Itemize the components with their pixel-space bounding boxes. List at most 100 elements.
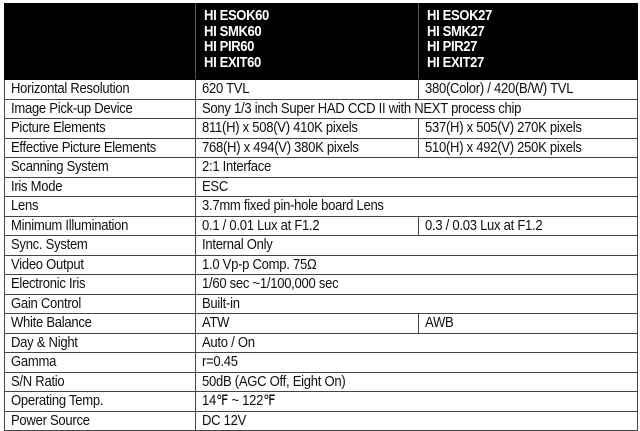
spec-value: 14℉ ~ 122℉ xyxy=(195,391,638,412)
spec-label-text: Gamma xyxy=(11,354,57,371)
spec-value: Auto / On xyxy=(195,332,638,353)
spec-value-text: r=0.45 xyxy=(202,354,238,371)
spec-value-60: ATW xyxy=(195,313,419,334)
spec-label-text: Iris Mode xyxy=(11,178,63,195)
spec-label: Minimum Illumination xyxy=(4,215,196,236)
spec-value-text: 1/60 sec ~1/100,000 sec xyxy=(202,276,339,293)
model-name: HI EXIT27 xyxy=(427,54,484,71)
header-row: HI ESOK60 HI SMK60 HI PIR60 HI EXIT60 HI… xyxy=(4,3,638,80)
spec-label: Operating Temp. xyxy=(4,391,196,412)
table-row: Image Pick-up Device Sony 1/3 inch Super … xyxy=(4,98,638,119)
spec-label: Electronic Iris xyxy=(4,274,196,295)
spec-value-60: 811(H) x 508(V) 410K pixels xyxy=(195,118,419,139)
spec-value-text: 1.0 Vp-p Comp. 75Ω xyxy=(202,256,317,273)
spec-value-60: 768(H) x 494(V) 380K pixels xyxy=(195,137,419,158)
spec-value: 1/60 sec ~1/100,000 sec xyxy=(195,274,638,295)
spec-value: 3.7mm fixed pin-hole board Lens xyxy=(195,196,638,217)
spec-label-text: Power Source xyxy=(11,412,90,429)
spec-value: 1.0 Vp-p Comp. 75Ω xyxy=(195,254,638,275)
spec-value-27-text: 380(Color) / 420(B/W) TVL xyxy=(425,81,574,98)
header-blank xyxy=(4,3,196,80)
table-row: Operating Temp. 14℉ ~ 122℉ xyxy=(4,391,638,412)
spec-value: Built-in xyxy=(195,293,638,314)
spec-label: Image Pick-up Device xyxy=(4,98,196,119)
spec-value-60: 620 TVL xyxy=(195,79,419,100)
spec-label-text: Electronic Iris xyxy=(11,276,86,293)
spec-label: Day & Night xyxy=(4,332,196,353)
spec-value-27-text: AWB xyxy=(425,315,454,332)
spec-value: DC 12V xyxy=(195,410,638,431)
spec-value-text: Auto / On xyxy=(202,334,255,351)
table-row: Effective Picture Elements 768(H) x 494(V… xyxy=(4,137,638,158)
spec-value: 2:1 Interface xyxy=(195,157,638,178)
spec-value-text: 50dB (AGC Off, Eight On) xyxy=(202,373,346,390)
table-row: Iris Mode ESC xyxy=(4,176,638,197)
spec-value-text: 3.7mm fixed pin-hole board Lens xyxy=(202,198,384,215)
model-name: HI ESOK60 xyxy=(204,8,269,24)
spec-value-27-text: 0.3 / 0.03 Lux at F1.2 xyxy=(425,217,543,234)
header-models-27: HI ESOK27 HI SMK27 HI PIR27 HI EXIT27 xyxy=(418,3,638,80)
spec-label-text: Minimum Illumination xyxy=(11,217,129,234)
model-name: HI PIR60 xyxy=(204,39,255,55)
spec-label-text: Day & Night xyxy=(11,334,78,351)
spec-label-text: Video Output xyxy=(11,256,84,273)
spec-value-60-text: 0.1 / 0.01 Lux at F1.2 xyxy=(202,217,320,234)
spec-label: Video Output xyxy=(4,254,196,275)
spec-value-27: 380(Color) / 420(B/W) TVL xyxy=(418,79,638,100)
spec-value-60-text: ATW xyxy=(202,315,230,332)
table-row: Video Output 1.0 Vp-p Comp. 75Ω xyxy=(4,254,638,275)
spec-table: HI ESOK60 HI SMK60 HI PIR60 HI EXIT60 HI… xyxy=(4,3,638,431)
spec-label: Scanning System xyxy=(4,157,196,178)
spec-value-text: 14℉ ~ 122℉ xyxy=(202,393,276,410)
spec-label: Iris Mode xyxy=(4,176,196,197)
table-row: Horizontal Resolution 620 TVL 380(Color) /… xyxy=(4,79,638,100)
spec-label-text: Lens xyxy=(11,198,39,215)
spec-label: White Balance xyxy=(4,313,196,334)
spec-value: 50dB (AGC Off, Eight On) xyxy=(195,371,638,392)
table-row: Sync. System Internal Only xyxy=(4,235,638,256)
spec-value-60: 0.1 / 0.01 Lux at F1.2 xyxy=(195,215,419,236)
spec-label: Gain Control xyxy=(4,293,196,314)
spec-label: Horizontal Resolution xyxy=(4,79,196,100)
spec-label-text: White Balance xyxy=(11,315,92,332)
spec-value-text: DC 12V xyxy=(202,412,247,429)
spec-label: Gamma xyxy=(4,352,196,373)
spec-value-27-text: 510(H) x 492(V) 250K pixels xyxy=(425,139,582,156)
spec-label: Power Source xyxy=(4,410,196,431)
table-row: Gain Control Built-in xyxy=(4,293,638,314)
table-row: Scanning System 2:1 Interface xyxy=(4,157,638,178)
table-row: Gamma r=0.45 xyxy=(4,352,638,373)
spec-label-text: Picture Elements xyxy=(11,120,106,137)
table-row: Lens 3.7mm fixed pin-hole board Lens xyxy=(4,196,638,217)
model-name: HI SMK60 xyxy=(204,23,262,40)
spec-label-text: Image Pick-up Device xyxy=(11,100,133,117)
header-models-60: HI ESOK60 HI SMK60 HI PIR60 HI EXIT60 xyxy=(195,3,419,80)
spec-value-60-text: 768(H) x 494(V) 380K pixels xyxy=(202,139,359,156)
spec-value-27: 510(H) x 492(V) 250K pixels xyxy=(418,137,638,158)
spec-label-text: Sync. System xyxy=(11,237,88,254)
spec-value-text: 2:1 Interface xyxy=(202,159,272,176)
table-row: S/N Ratio 50dB (AGC Off, Eight On) xyxy=(4,371,638,392)
spec-value-text: ESC xyxy=(202,178,229,195)
spec-value-text: Internal Only xyxy=(202,237,273,254)
spec-value-text: Sony 1/3 inch Super HAD CCD II with NEXT… xyxy=(202,100,522,117)
spec-label: Lens xyxy=(4,196,196,217)
spec-label: Effective Picture Elements xyxy=(4,137,196,158)
spec-label: Sync. System xyxy=(4,235,196,256)
table-row: Picture Elements 811(H) x 508(V) 410K pix… xyxy=(4,118,638,139)
spec-value: r=0.45 xyxy=(195,352,638,373)
spec-value-27: 537(H) x 505(V) 270K pixels xyxy=(418,118,638,139)
spec-label-text: Operating Temp. xyxy=(11,393,104,410)
spec-value-27: AWB xyxy=(418,313,638,334)
table-row: Minimum Illumination 0.1 / 0.01 Lux at F1… xyxy=(4,215,638,236)
spec-value-27: 0.3 / 0.03 Lux at F1.2 xyxy=(418,215,638,236)
spec-value: Sony 1/3 inch Super HAD CCD II with NEXT… xyxy=(195,98,638,119)
table-row: Day & Night Auto / On xyxy=(4,332,638,353)
spec-label: Picture Elements xyxy=(4,118,196,139)
table-row: Electronic Iris 1/60 sec ~1/100,000 sec xyxy=(4,274,638,295)
spec-value-27-text: 537(H) x 505(V) 270K pixels xyxy=(425,120,582,137)
spec-value-60-text: 811(H) x 508(V) 410K pixels xyxy=(202,120,358,137)
spec-value-60-text: 620 TVL xyxy=(202,81,250,98)
spec-label-text: Effective Picture Elements xyxy=(11,139,157,156)
model-name: HI ESOK27 xyxy=(427,8,492,24)
